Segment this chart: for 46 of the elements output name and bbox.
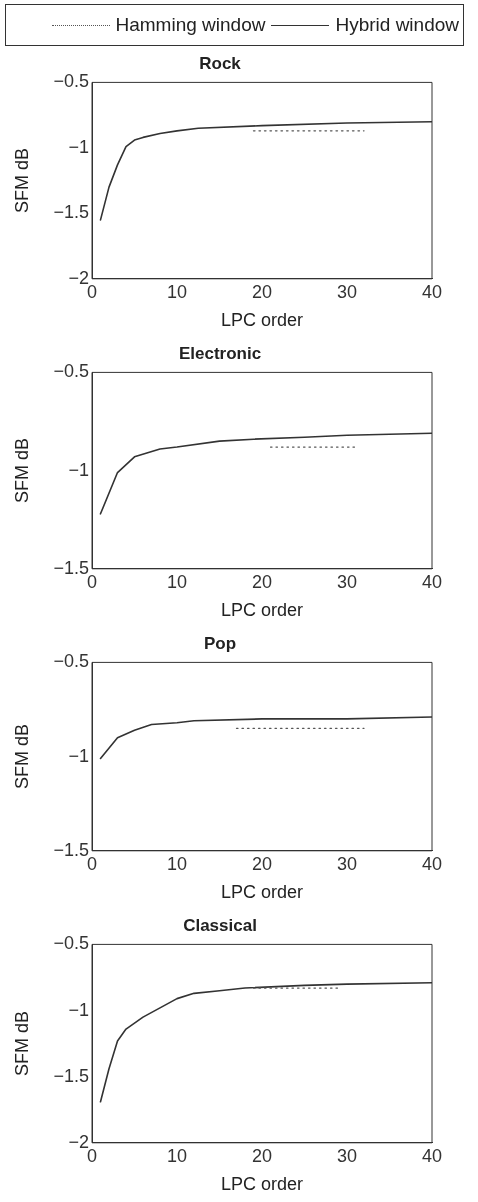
- y-tick-label: −1.5: [53, 202, 89, 223]
- y-tick-label: −0.5: [53, 651, 89, 672]
- y-tick-label: −2: [68, 1131, 89, 1152]
- chart-title: Pop: [203, 633, 237, 653]
- y-tick-label: −1.5: [53, 1065, 89, 1086]
- y-tick-label: −1.5: [53, 839, 89, 860]
- y-tick-label: −1: [68, 999, 89, 1020]
- x-tick-label: 30: [336, 853, 358, 874]
- x-tick-label: 10: [166, 571, 188, 592]
- y-tick-label: −1.5: [53, 557, 89, 578]
- x-tick-label: 10: [166, 1145, 188, 1166]
- x-tick-label: 40: [421, 281, 443, 302]
- y-tick-label: −0.5: [53, 361, 89, 382]
- y-axis-title: SFM dB: [11, 724, 32, 790]
- x-tick-label: 10: [166, 281, 188, 302]
- x-tick-label: 40: [421, 571, 443, 592]
- x-axis-title: LPC order: [220, 600, 304, 621]
- x-tick-label: 20: [251, 1145, 273, 1166]
- y-tick-label: −2: [68, 267, 89, 288]
- chart-title: Classical: [183, 915, 257, 935]
- chart-title: Electronic: [178, 343, 262, 363]
- x-tick-label: 40: [421, 853, 443, 874]
- x-tick-label: 30: [336, 1145, 358, 1166]
- y-tick-label: −0.5: [53, 933, 89, 954]
- x-tick-label: 0: [86, 1145, 98, 1166]
- x-axis-title: LPC order: [220, 310, 304, 331]
- x-tick-label: 20: [251, 571, 273, 592]
- x-tick-label: 10: [166, 853, 188, 874]
- x-tick-label: 30: [336, 571, 358, 592]
- y-tick-label: −0.5: [53, 71, 89, 92]
- y-axis-title: SFM dB: [11, 148, 32, 214]
- x-axis-title: LPC order: [220, 882, 304, 903]
- legend-label: Hybrid window: [335, 14, 459, 36]
- y-tick-label: −1: [68, 459, 89, 480]
- x-tick-label: 20: [251, 281, 273, 302]
- x-axis-title: LPC order: [220, 1174, 304, 1195]
- x-tick-label: 0: [86, 281, 98, 302]
- chart-title: Rock: [199, 53, 242, 73]
- legend-label: Hamming window: [115, 14, 266, 36]
- y-axis-title: SFM dB: [11, 1011, 32, 1077]
- x-tick-label: 20: [251, 853, 273, 874]
- y-tick-label: −1: [68, 745, 89, 766]
- y-tick-label: −1: [68, 136, 89, 157]
- y-axis-title: SFM dB: [11, 438, 32, 504]
- x-tick-label: 30: [336, 281, 358, 302]
- x-tick-label: 40: [421, 1145, 443, 1166]
